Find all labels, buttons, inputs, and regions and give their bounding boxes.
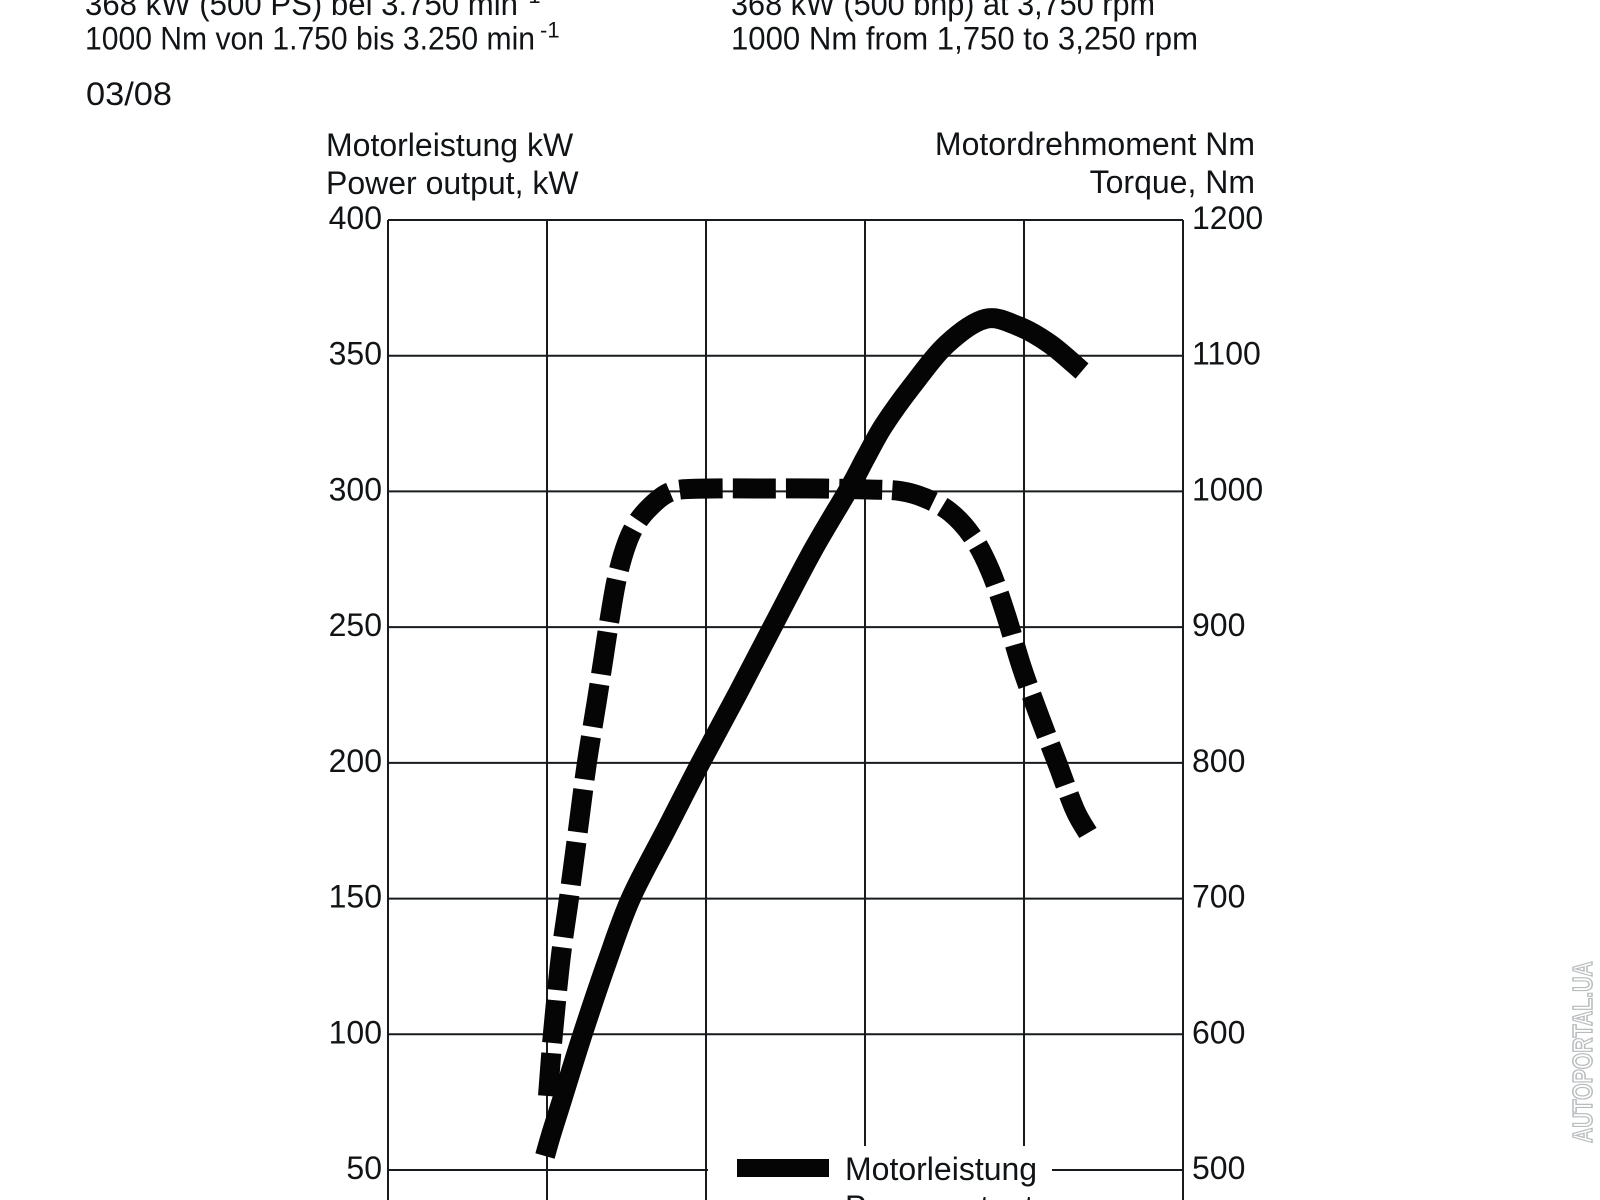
svg-text:1200: 1200 (1192, 200, 1263, 236)
svg-text:368 kW (500 PS) bei 3.750 min: 368 kW (500 PS) bei 3.750 min (85, 0, 518, 22)
svg-text:-1: -1 (521, 0, 541, 8)
svg-text:Motorleistung: Motorleistung (845, 1151, 1037, 1187)
svg-text:Power output: Power output (845, 1189, 1034, 1200)
svg-text:1000 Nm von 1.750 bis 3.250 mi: 1000 Nm von 1.750 bis 3.250 min (85, 21, 535, 57)
svg-text:100: 100 (329, 1014, 382, 1050)
svg-text:1100: 1100 (1192, 336, 1261, 372)
svg-text:350: 350 (329, 336, 382, 372)
svg-text:150: 150 (329, 879, 382, 915)
svg-text:1000 Nm from 1,750 to 3,250 rp: 1000 Nm from 1,750 to 3,250 rpm (731, 21, 1198, 57)
svg-text:600: 600 (1192, 1014, 1245, 1050)
svg-text:03/08: 03/08 (86, 76, 172, 112)
svg-text:368 kW (500 bhp) at 3,750 rpm: 368 kW (500 bhp) at 3,750 rpm (731, 0, 1155, 22)
svg-text:700: 700 (1192, 879, 1245, 915)
svg-text:Motorleistung kW: Motorleistung kW (326, 127, 574, 163)
svg-text:800: 800 (1192, 743, 1245, 779)
svg-text:Torque, Nm: Torque, Nm (1090, 164, 1255, 200)
svg-text:-1: -1 (540, 18, 560, 43)
svg-text:300: 300 (329, 471, 382, 507)
svg-text:1000: 1000 (1192, 471, 1263, 507)
svg-text:200: 200 (329, 743, 382, 779)
svg-text:Motordrehmoment Nm: Motordrehmoment Nm (935, 126, 1255, 162)
svg-text:900: 900 (1192, 607, 1245, 643)
svg-text:500: 500 (1192, 1150, 1245, 1186)
svg-text:Power output, kW: Power output, kW (326, 165, 579, 201)
svg-text:400: 400 (329, 200, 382, 236)
svg-text:250: 250 (329, 607, 382, 643)
svg-text:50: 50 (346, 1150, 382, 1186)
